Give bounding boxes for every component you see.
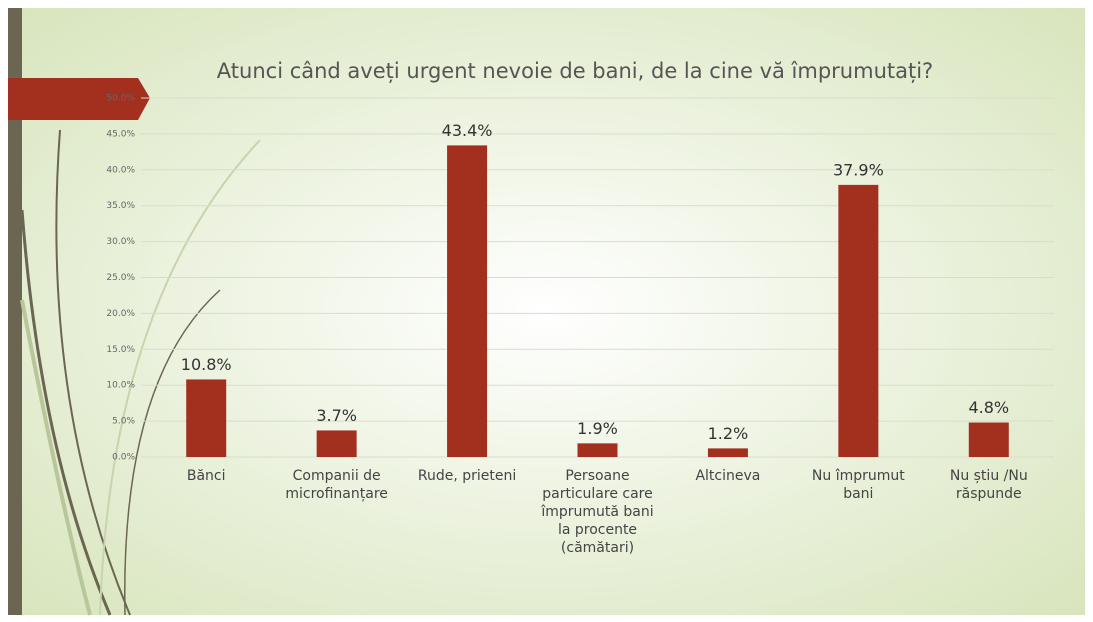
- y-tick-label: 5.0%: [112, 417, 135, 427]
- y-tick-label: 45.0%: [106, 129, 135, 139]
- value-label: 4.8%: [968, 398, 1009, 417]
- side-bar: [8, 8, 22, 615]
- bar: [316, 430, 357, 457]
- y-tick-label: 0.0%: [112, 453, 135, 463]
- bar: [707, 448, 748, 457]
- bar: [968, 422, 1009, 457]
- x-tick-label: Persoane particulare care împrumută bani…: [541, 468, 654, 556]
- y-tick-label: 10.0%: [106, 381, 135, 391]
- y-tick-label: 40.0%: [106, 165, 135, 175]
- y-tick-label: 15.0%: [106, 345, 135, 355]
- x-tick-label: Rude, prieteni: [417, 468, 517, 484]
- y-tick-label: 30.0%: [106, 237, 135, 247]
- x-tick-label: Bănci: [186, 468, 226, 484]
- chart-title: Atunci când aveți urgent nevoie de bani,…: [217, 59, 933, 83]
- y-tick-label: 50.0%: [106, 94, 135, 104]
- value-label: 1.9%: [577, 419, 618, 438]
- title-arrow: [8, 78, 150, 120]
- value-label: 3.7%: [316, 406, 357, 425]
- y-tick-label: 20.0%: [106, 309, 135, 319]
- value-label: 1.2%: [708, 424, 749, 443]
- x-tick-label: Companii de microfinanțare: [285, 468, 388, 502]
- x-tick-label: Altcineva: [695, 468, 761, 484]
- bar: [186, 379, 227, 457]
- y-tick-label: 35.0%: [106, 201, 135, 211]
- bar: [447, 145, 488, 457]
- value-label: 43.4%: [442, 121, 493, 140]
- bar: [577, 443, 618, 457]
- x-tick-label: Nu știu /Nu răspunde: [949, 468, 1028, 502]
- slide-background: [8, 8, 1085, 615]
- y-tick-label: 25.0%: [106, 273, 135, 283]
- bar: [838, 184, 879, 458]
- value-label: 10.8%: [181, 355, 232, 374]
- value-label: 37.9%: [833, 160, 884, 179]
- x-tick-label: Nu împrumut bani: [811, 468, 905, 502]
- decor-curves: [20, 129, 261, 616]
